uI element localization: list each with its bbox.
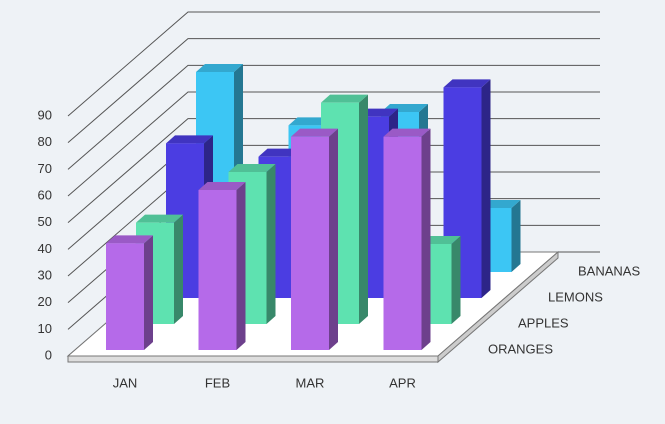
legend-label: LEMONS: [548, 289, 603, 304]
bar-top: [196, 64, 243, 72]
grid-line: [67, 64, 600, 170]
bar-front: [383, 136, 422, 350]
bar-side: [266, 164, 276, 324]
y-tick-label: 40: [38, 241, 52, 256]
bar-top: [106, 235, 153, 244]
bar-side: [144, 235, 153, 350]
bar-side: [174, 214, 183, 324]
bar-side: [236, 182, 246, 350]
bar-top: [198, 182, 246, 190]
y-tick-label: 80: [38, 134, 52, 149]
bar-top: [136, 214, 183, 223]
y-tick-label: 10: [38, 321, 52, 336]
bar: [106, 235, 153, 350]
bar: [291, 128, 338, 350]
y-tick-label: 20: [38, 294, 52, 309]
bar-front: [198, 190, 237, 350]
y-tick-label: 70: [38, 161, 52, 176]
grid-line: [67, 11, 600, 117]
y-tick-label: 30: [38, 267, 52, 282]
bar-top: [383, 128, 431, 137]
floor-side: [437, 250, 559, 364]
bar-side: [481, 79, 491, 298]
bar-top: [166, 135, 213, 144]
bar-front: [106, 243, 144, 350]
bar-top: [321, 94, 368, 103]
bar-side: [359, 94, 368, 325]
bar: [383, 128, 431, 350]
x-tick-label: FEB: [205, 375, 230, 390]
bar-top: [291, 128, 338, 137]
bar-top: [443, 79, 491, 88]
x-tick-label: JAN: [113, 375, 138, 390]
legend-label: BANANAS: [578, 263, 640, 278]
y-tick-label: 90: [38, 107, 52, 122]
bar-side: [451, 236, 461, 324]
bar-top: [228, 164, 276, 172]
bar-front: [291, 136, 329, 350]
y-tick-label: 60: [38, 187, 52, 202]
legend-label: ORANGES: [488, 341, 553, 356]
bar: [198, 182, 246, 350]
x-tick-label: MAR: [296, 375, 325, 390]
x-tick-label: APR: [389, 375, 416, 390]
y-tick-label: 0: [45, 347, 52, 362]
bar-side: [511, 200, 521, 272]
grid-line: [67, 38, 600, 144]
bar-side: [329, 128, 338, 350]
legend-label: APPLES: [518, 315, 569, 330]
bar-side: [421, 128, 431, 350]
floor-edge: [67, 355, 439, 363]
y-tick-label: 50: [38, 214, 52, 229]
